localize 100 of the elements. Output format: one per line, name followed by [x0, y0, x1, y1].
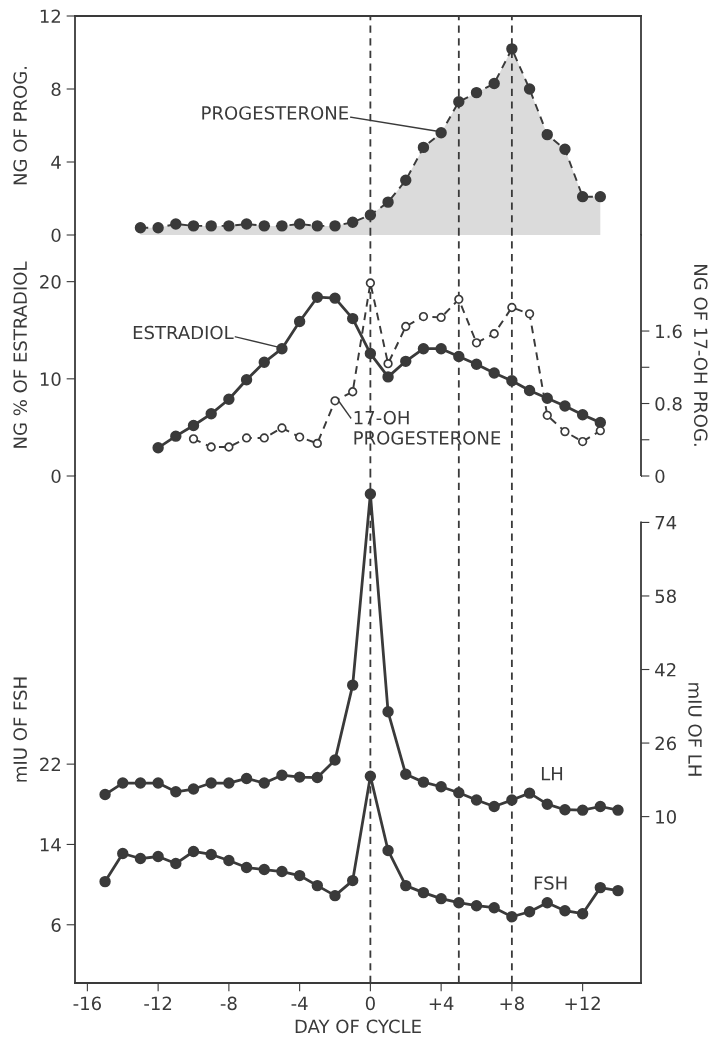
x-tick-label: -12 [144, 996, 172, 1010]
y2-tick-label: 10 [656, 810, 676, 824]
point [401, 321, 411, 332]
point [506, 794, 518, 806]
point [576, 908, 589, 920]
point [223, 854, 235, 867]
x-tick-label: +4 [429, 996, 454, 1010]
point [542, 410, 552, 420]
point [205, 848, 217, 861]
legend-label: PROGESTERONE [202, 106, 349, 120]
point [187, 419, 200, 432]
y-tick-label: 22 [40, 757, 60, 771]
point [400, 768, 412, 781]
point [293, 771, 306, 783]
point [382, 371, 394, 383]
point [400, 355, 412, 368]
point [594, 800, 607, 813]
point [311, 220, 324, 232]
point [523, 384, 536, 397]
y2-tick-label: 0.8 [655, 396, 682, 411]
point [470, 86, 483, 99]
point [293, 315, 306, 328]
y-tick-label: 10 [40, 372, 61, 386]
point [488, 77, 500, 90]
point [435, 892, 447, 905]
point [330, 396, 340, 406]
y-axis-title: NG % OF ESTRADIOL [13, 261, 27, 448]
y-tick-label: 12 [40, 9, 60, 23]
point [488, 367, 500, 379]
point [152, 442, 164, 454]
point [346, 679, 359, 691]
point [364, 209, 377, 221]
point [241, 433, 252, 443]
point [364, 347, 377, 360]
point [612, 884, 624, 897]
point [560, 426, 570, 437]
point [541, 128, 553, 141]
y2-tick-label: 74 [655, 516, 677, 530]
point [559, 804, 571, 816]
point [99, 875, 111, 888]
point [170, 857, 182, 870]
point [117, 847, 129, 860]
point [382, 196, 394, 208]
point [488, 902, 500, 914]
point [488, 800, 500, 813]
point [276, 865, 288, 878]
point [223, 220, 235, 232]
x-axis-title: DAY OF CYCLE [295, 1019, 421, 1034]
point [594, 881, 607, 894]
y2-axis-title: NG OF 17-OH PROG. [693, 265, 708, 446]
y-tick-label: 4 [51, 155, 61, 169]
point [506, 43, 518, 55]
point [294, 432, 305, 442]
point [595, 426, 605, 436]
point [276, 769, 288, 781]
point [240, 374, 253, 386]
point [312, 438, 322, 449]
point [506, 911, 518, 923]
point [134, 777, 147, 789]
y2-tick-label: 42 [655, 662, 676, 677]
point [559, 143, 571, 155]
series-label: 17-OH PROGESTERONE [354, 410, 501, 445]
point [258, 356, 270, 368]
point [223, 393, 235, 405]
x-tick-label: +8 [500, 996, 524, 1011]
point [205, 220, 217, 232]
point [524, 309, 535, 319]
point [417, 776, 430, 788]
point [400, 174, 412, 186]
point [152, 777, 164, 789]
point [152, 222, 164, 234]
y2-tick-label: 26 [655, 736, 677, 751]
point [170, 218, 182, 230]
point [383, 358, 393, 369]
point [170, 430, 182, 442]
y-tick-label: 8 [51, 82, 61, 97]
point [576, 804, 589, 816]
point [417, 886, 430, 899]
point [348, 387, 358, 397]
point [453, 96, 465, 108]
point [240, 861, 253, 874]
point [311, 291, 324, 303]
point [471, 338, 482, 348]
y2-tick-label: 58 [655, 589, 676, 604]
legend-label: ESTRADIOL [133, 325, 234, 340]
point [523, 906, 536, 918]
y-axis-title: mIU OF FSH [13, 677, 27, 782]
point [187, 845, 200, 858]
point [117, 777, 129, 789]
point [470, 899, 483, 912]
y-tick-label: 14 [40, 838, 61, 852]
point [576, 190, 589, 203]
x-tick-label: -8 [220, 996, 237, 1011]
point [594, 416, 607, 429]
y2-tick-label: 0 [655, 469, 665, 484]
point [523, 787, 536, 799]
point [435, 343, 447, 355]
series-label: FSH [534, 876, 567, 890]
point [293, 218, 306, 230]
point [364, 488, 377, 500]
